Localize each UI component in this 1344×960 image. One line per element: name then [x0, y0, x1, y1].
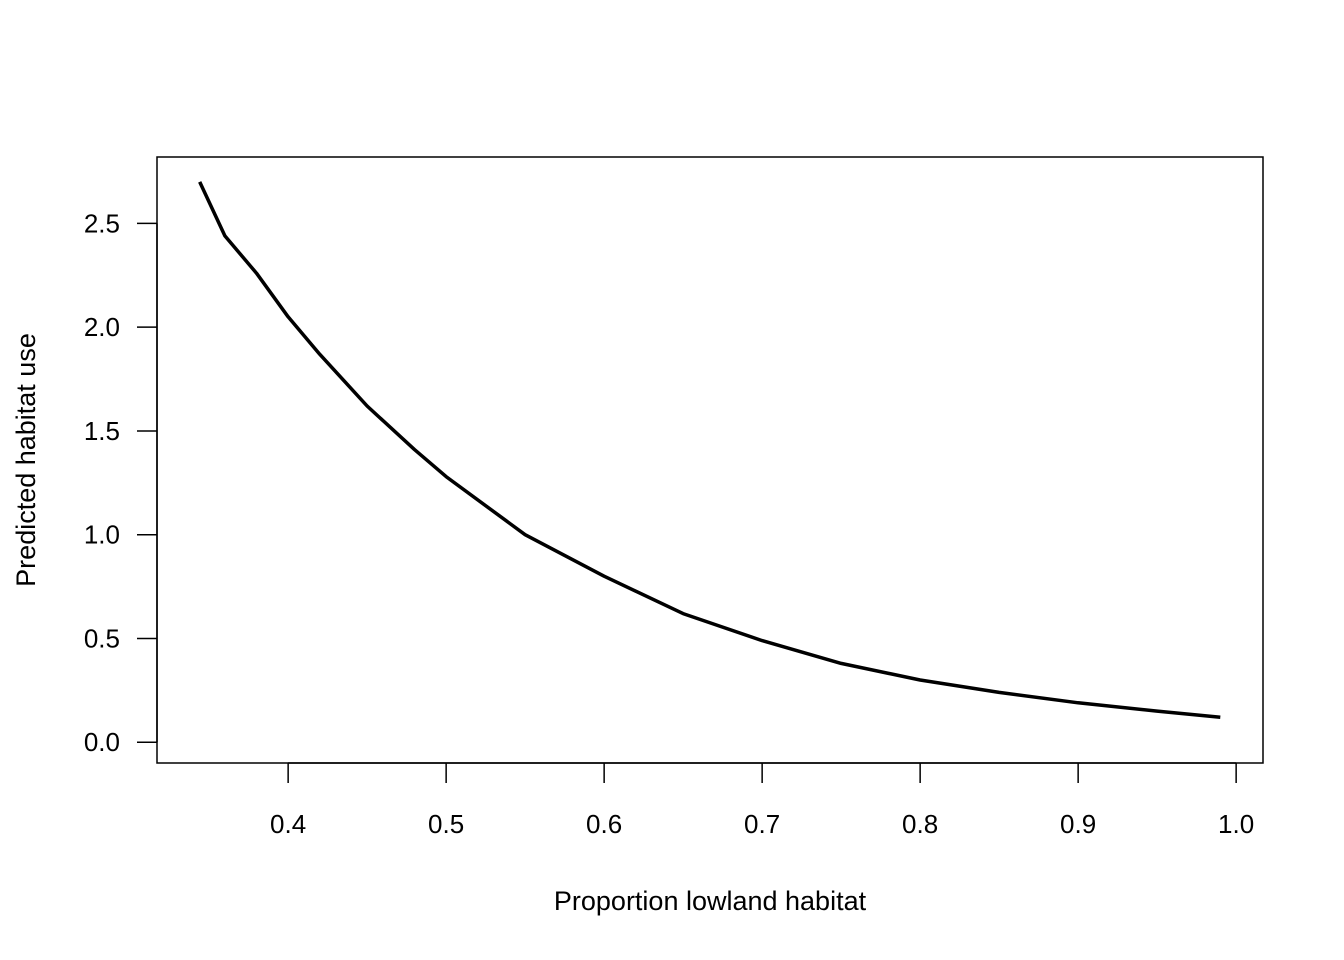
y-tick-label: 0.0: [84, 727, 120, 757]
y-tick-label: 2.0: [84, 312, 120, 342]
x-axis-title: Proportion lowland habitat: [554, 886, 867, 916]
series-line: [198, 181, 1221, 720]
y-tick-label: 1.5: [84, 416, 120, 446]
x-tick-label: 0.7: [744, 809, 780, 839]
y-axis-title: Predicted habitat use: [11, 333, 41, 587]
y-tick-label: 1.0: [84, 520, 120, 550]
series-layer: [198, 181, 1221, 720]
y-axis: 0.0 0.5 1.0 1.5 2.0 2.5: [84, 208, 158, 757]
x-tick-label: 1.0: [1218, 809, 1254, 839]
x-tick-label: 0.6: [586, 809, 622, 839]
plot-frame: [156, 156, 1264, 764]
x-tick-label: 0.8: [902, 809, 938, 839]
x-tick-label: 0.5: [428, 809, 464, 839]
x-tick-label: 0.4: [270, 809, 306, 839]
y-tick-label: 2.5: [84, 208, 120, 238]
y-tick-label: 0.5: [84, 623, 120, 653]
x-axis: 0.4 0.5 0.6 0.7 0.8 0.9 1.0: [270, 762, 1254, 839]
x-tick-label: 0.9: [1060, 809, 1096, 839]
